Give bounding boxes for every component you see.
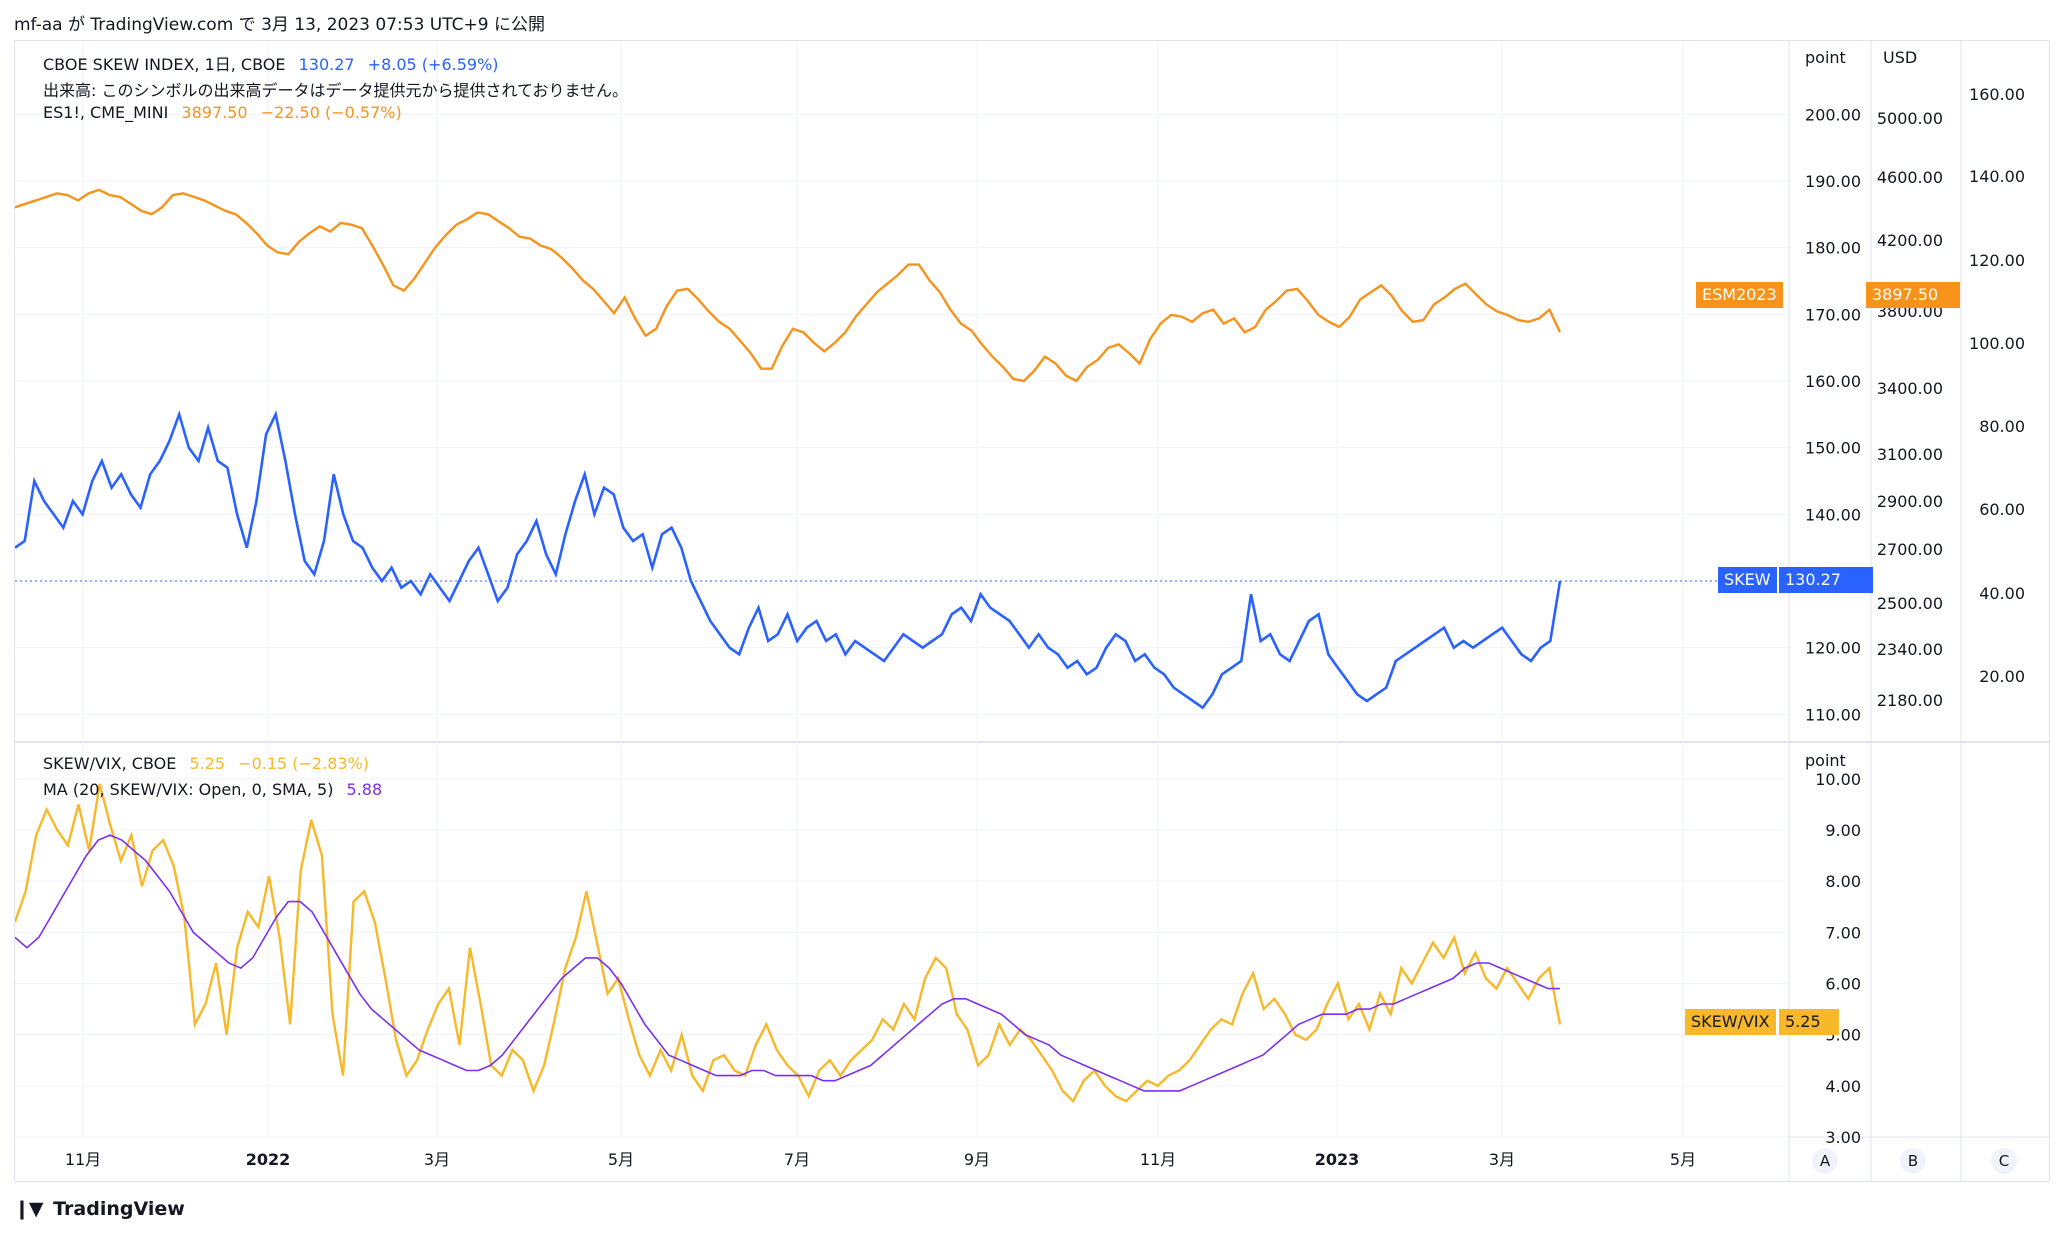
x-tick-label: 11月 bbox=[65, 1150, 101, 1169]
tag-skew-name: SKEW bbox=[1718, 567, 1777, 593]
y-tick-label-c: 40.00 bbox=[1979, 584, 2025, 603]
y-tick-label-bottom: 3.00 bbox=[1825, 1128, 1861, 1147]
series-line-skew bbox=[15, 410, 1562, 710]
x-tick-label: 5月 bbox=[608, 1150, 634, 1169]
y-tick-label-point: 180.00 bbox=[1805, 239, 1861, 258]
tradingview-logo-icon: ❙▼ bbox=[14, 1198, 44, 1220]
y-tick-label-point: 170.00 bbox=[1805, 305, 1861, 324]
axis-title-point-bottom: point bbox=[1805, 751, 1846, 770]
x-tick-label: 2023 bbox=[1315, 1150, 1360, 1169]
legend-ratio-symbol: SKEW/VIX, CBOE bbox=[43, 754, 177, 773]
y-tick-label-usd: 2500.00 bbox=[1877, 594, 1943, 613]
y-tick-label-usd: 2700.00 bbox=[1877, 540, 1943, 559]
axis-title-point: point bbox=[1805, 48, 1846, 67]
legend-ratio[interactable]: SKEW/VIX, CBOE 5.25 −0.15 (−2.83%) bbox=[43, 754, 377, 773]
y-tick-label-usd: 4600.00 bbox=[1877, 168, 1943, 187]
legend-es-symbol: ES1!, CME_MINI bbox=[43, 103, 169, 122]
x-tick-label: 7月 bbox=[784, 1150, 810, 1169]
publish-info: mf-aa が TradingView.com で 3月 13, 2023 07… bbox=[14, 15, 545, 35]
y-tick-label-usd: 4200.00 bbox=[1877, 231, 1943, 250]
y-tick-label-bottom: 10.00 bbox=[1815, 770, 1861, 789]
y-tick-label-usd: 5000.00 bbox=[1877, 109, 1943, 128]
scale-button-c[interactable]: C bbox=[1991, 1148, 2017, 1174]
y-tick-label-usd: 3400.00 bbox=[1877, 379, 1943, 398]
legend-es-change: −22.50 (−0.57%) bbox=[260, 103, 402, 122]
y-tick-label-point: 150.00 bbox=[1805, 439, 1861, 458]
y-tick-label-point: 110.00 bbox=[1805, 705, 1861, 724]
legend-es-last: 3897.50 bbox=[181, 103, 248, 122]
legend-ratio-change: −0.15 (−2.83%) bbox=[238, 754, 369, 773]
x-tick-label: 3月 bbox=[1489, 1150, 1515, 1169]
y-tick-label-point: 120.00 bbox=[1805, 639, 1861, 658]
legend-es[interactable]: ES1!, CME_MINI 3897.50 −22.50 (−0.57%) bbox=[43, 103, 410, 122]
x-tick-label: 2022 bbox=[246, 1150, 291, 1169]
legend-skew-change: +8.05 (+6.59%) bbox=[367, 55, 499, 74]
legend-skew-symbol: CBOE SKEW INDEX, 1日, CBOE bbox=[43, 55, 286, 74]
y-tick-label-c: 60.00 bbox=[1979, 500, 2025, 519]
x-tick-label: 11月 bbox=[1140, 1150, 1176, 1169]
tag-es-value: 3897.50 bbox=[1866, 282, 1960, 308]
y-tick-label-usd: 2180.00 bbox=[1877, 691, 1943, 710]
legend-ma[interactable]: MA (20, SKEW/VIX: Open, 0, SMA, 5) 5.88 bbox=[43, 780, 390, 799]
scale-button-b[interactable]: B bbox=[1900, 1148, 1926, 1174]
y-tick-label-point: 160.00 bbox=[1805, 372, 1861, 391]
legend-volume-note: 出来高: このシンボルの出来高データはデータ提供元から提供されておりません。 bbox=[43, 77, 636, 101]
y-tick-label-bottom: 4.00 bbox=[1825, 1077, 1861, 1096]
y-tick-label-bottom: 8.00 bbox=[1825, 872, 1861, 891]
legend-skew[interactable]: CBOE SKEW INDEX, 1日, CBOE 130.27 +8.05 (… bbox=[43, 51, 507, 75]
y-tick-label-c: 160.00 bbox=[1969, 85, 2025, 104]
chart-canvas[interactable]: 11月 2022 3月 5月 7月 9月 11月 2023 3月 5月 point 200.00 190… bbox=[15, 41, 2049, 1181]
series-line-skew-vix bbox=[15, 783, 1562, 1104]
y-tick-label-c: 120.00 bbox=[1969, 251, 2025, 270]
y-tick-label-c: 100.00 bbox=[1969, 334, 2025, 353]
y-tick-label-bottom: 6.00 bbox=[1825, 974, 1861, 993]
axis-title-usd: USD bbox=[1883, 48, 1917, 67]
y-tick-label-usd: 2900.00 bbox=[1877, 492, 1943, 511]
y-tick-label-bottom: 7.00 bbox=[1825, 923, 1861, 942]
legend-volume-text: 出来高: このシンボルの出来高データはデータ提供元から提供されておりません。 bbox=[43, 81, 629, 100]
legend-ma-symbol: MA (20, SKEW/VIX: Open, 0, SMA, 5) bbox=[43, 780, 334, 799]
y-tick-label-bottom: 9.00 bbox=[1825, 821, 1861, 840]
y-tick-label-usd: 3100.00 bbox=[1877, 445, 1943, 464]
y-tick-label-point: 200.00 bbox=[1805, 105, 1861, 124]
tag-skew-value: 130.27 bbox=[1779, 567, 1873, 593]
x-tick-label: 9月 bbox=[964, 1150, 990, 1169]
y-tick-label-usd: 2340.00 bbox=[1877, 640, 1943, 659]
y-tick-label-c: 140.00 bbox=[1969, 167, 2025, 186]
x-tick-label: 5月 bbox=[1670, 1150, 1696, 1169]
series-line-es bbox=[15, 188, 1562, 383]
tag-ratio-name: SKEW/VIX bbox=[1685, 1009, 1776, 1035]
y-tick-label-point: 140.00 bbox=[1805, 505, 1861, 524]
scale-button-a[interactable]: A bbox=[1812, 1148, 1838, 1174]
brand-footer[interactable]: ❙▼ TradingView bbox=[14, 1198, 185, 1220]
legend-ratio-last: 5.25 bbox=[189, 754, 226, 773]
y-tick-label-c: 20.00 bbox=[1979, 667, 2025, 686]
legend-ma-last: 5.88 bbox=[346, 780, 383, 799]
y-tick-label-c: 80.00 bbox=[1979, 417, 2025, 436]
tag-ratio-value: 5.25 bbox=[1779, 1009, 1839, 1035]
series-line-ma bbox=[15, 834, 1560, 1092]
chart-frame: 11月 2022 3月 5月 7月 9月 11月 2023 3月 5月 point 200.00 190… bbox=[14, 40, 2050, 1182]
legend-skew-last: 130.27 bbox=[298, 55, 355, 74]
brand-name: TradingView bbox=[53, 1198, 185, 1220]
x-tick-label: 3月 bbox=[424, 1150, 450, 1169]
y-tick-label-point: 190.00 bbox=[1805, 172, 1861, 191]
tag-es-name: ESM2023 bbox=[1696, 282, 1783, 308]
